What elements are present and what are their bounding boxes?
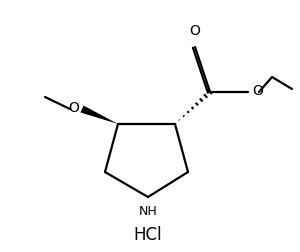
- Text: NH: NH: [139, 205, 158, 218]
- Polygon shape: [80, 106, 118, 124]
- Text: O: O: [190, 24, 200, 38]
- Text: O: O: [252, 84, 263, 98]
- Text: HCl: HCl: [134, 226, 162, 244]
- Text: O: O: [68, 101, 79, 115]
